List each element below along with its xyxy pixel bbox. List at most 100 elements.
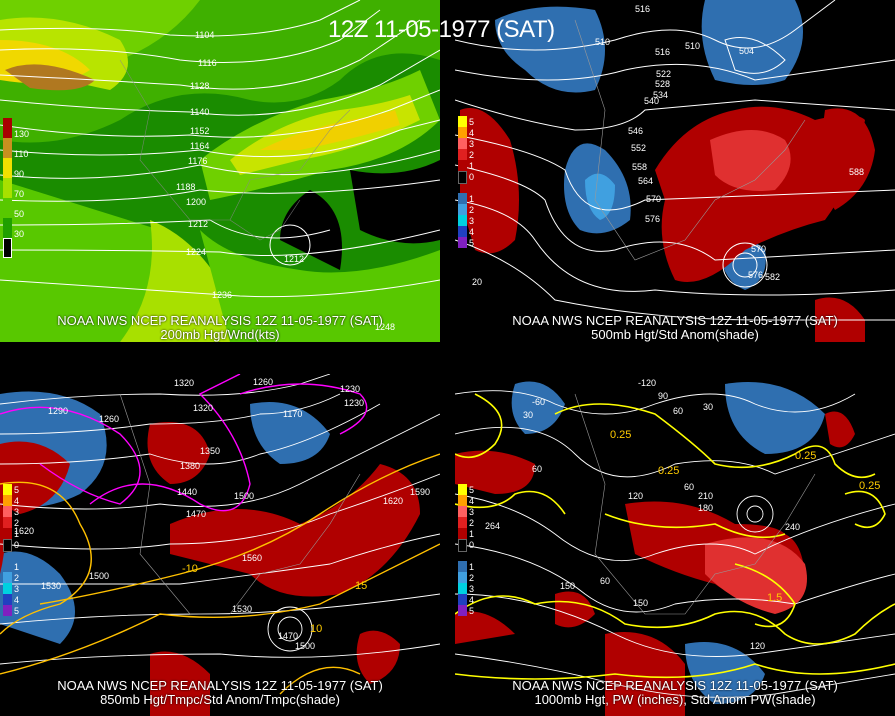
legend-tick: 5 [469, 485, 475, 495]
svg-text:240: 240 [785, 522, 800, 532]
svg-text:570: 570 [646, 194, 661, 204]
svg-text:1440: 1440 [177, 487, 197, 497]
svg-text:1590: 1590 [410, 487, 430, 497]
legend-tick: 2 [469, 518, 475, 528]
svg-text:516: 516 [655, 47, 670, 57]
svg-text:516: 516 [635, 4, 650, 14]
map-200mb: 1104 1116 1128 1140 1152 1164 1176 1188 … [0, 0, 440, 342]
legend-tick: 5 [14, 485, 20, 495]
svg-text:1224: 1224 [186, 247, 206, 257]
svg-text:510: 510 [685, 41, 700, 51]
svg-text:1260: 1260 [99, 414, 119, 424]
svg-text:1530: 1530 [41, 581, 61, 591]
caption-title: NOAA NWS NCEP REANALYSIS 12Z 11-05-1977 … [512, 313, 838, 328]
svg-text:1560: 1560 [242, 553, 262, 563]
svg-text:1230: 1230 [340, 384, 360, 394]
legend-tick: 110 [14, 149, 29, 159]
legend-tick: 130 [14, 129, 30, 139]
svg-text:1470: 1470 [278, 631, 298, 641]
legend-tick: 5 [469, 238, 475, 248]
legend-tick: 4 [469, 496, 475, 506]
svg-text:1380: 1380 [180, 461, 200, 471]
svg-text:60: 60 [532, 464, 542, 474]
svg-text:1620: 1620 [14, 526, 34, 536]
svg-text:1212: 1212 [284, 254, 304, 264]
svg-text:15: 15 [355, 580, 367, 592]
legend-tick: 4 [14, 496, 20, 506]
svg-text:534: 534 [653, 90, 668, 100]
caption-title: NOAA NWS NCEP REANALYSIS 12Z 11-05-1977 … [512, 678, 838, 693]
legend-tick: 0 [469, 540, 475, 550]
legend-tick: 2 [14, 518, 20, 528]
caption-subtitle: 850mb Hgt/Tmpc/Std Anom/Tmpc(shade) [100, 692, 340, 707]
svg-text:1.5: 1.5 [767, 592, 782, 604]
legend-tick: 2 [469, 205, 475, 215]
svg-text:60: 60 [673, 406, 683, 416]
legend-tick: 1 [469, 562, 475, 572]
svg-text:1236: 1236 [212, 290, 232, 300]
svg-text:1530: 1530 [232, 604, 252, 614]
svg-text:1230: 1230 [344, 398, 364, 408]
svg-text:120: 120 [750, 641, 765, 651]
svg-text:1200: 1200 [186, 197, 206, 207]
legend-tick: 2 [469, 150, 475, 160]
svg-text:150: 150 [633, 598, 648, 608]
svg-text:582: 582 [765, 272, 780, 282]
svg-text:30: 30 [703, 402, 713, 412]
svg-text:1470: 1470 [186, 509, 206, 519]
legend-tick: 50 [14, 209, 25, 219]
svg-text:150: 150 [560, 581, 575, 591]
svg-text:1116: 1116 [198, 58, 217, 68]
svg-text:0.25: 0.25 [859, 480, 880, 492]
svg-text:1320: 1320 [193, 403, 213, 413]
svg-text:1140: 1140 [190, 107, 209, 117]
legend-tick: 4 [469, 595, 475, 605]
svg-text:180: 180 [698, 503, 713, 513]
svg-text:1188: 1188 [176, 182, 195, 192]
legend-tick: 5 [469, 117, 475, 127]
legend-tick: 0 [469, 172, 475, 182]
legend-tick: 30 [14, 229, 25, 239]
legend-tick: 1 [14, 529, 20, 539]
legend-tick: 1 [14, 562, 20, 572]
svg-text:1500: 1500 [295, 641, 315, 651]
svg-text:528: 528 [655, 79, 670, 89]
legend-tick: 1 [469, 194, 475, 204]
legend-tick: 5 [14, 606, 20, 616]
legend-tick: 0 [14, 540, 20, 550]
svg-text:1248: 1248 [375, 322, 395, 332]
svg-text:1500: 1500 [234, 491, 254, 501]
caption-subtitle: 500mb Hgt/Std Anom(shade) [591, 327, 759, 342]
main-title: 12Z 11-05-1977 (SAT) [328, 16, 555, 43]
legend-tick: 3 [469, 139, 475, 149]
svg-text:504: 504 [739, 46, 754, 56]
svg-text:1164: 1164 [190, 141, 209, 151]
caption-title: NOAA NWS NCEP REANALYSIS 12Z 11-05-1977 … [57, 313, 383, 328]
svg-text:570: 570 [751, 244, 766, 254]
legend-tick: 3 [469, 507, 475, 517]
svg-text:588: 588 [849, 167, 864, 177]
svg-text:1170: 1170 [283, 409, 302, 419]
svg-text:1290: 1290 [48, 406, 68, 416]
svg-text:60: 60 [600, 576, 610, 586]
svg-text:-10: -10 [182, 563, 198, 575]
svg-text:576: 576 [748, 270, 763, 280]
panel-200mb: 1104 1116 1128 1140 1152 1164 1176 1188 … [0, 0, 440, 342]
svg-text:1152: 1152 [190, 126, 209, 136]
legend-tick: 4 [469, 128, 475, 138]
svg-text:120: 120 [628, 491, 643, 501]
map-500mb: 516 510 516 510 522 528 534 540 546 552 … [455, 0, 895, 342]
svg-text:510: 510 [595, 37, 610, 47]
svg-text:264: 264 [485, 521, 500, 531]
svg-text:0.25: 0.25 [610, 429, 631, 441]
svg-text:1620: 1620 [383, 496, 403, 506]
svg-text:90: 90 [658, 391, 668, 401]
svg-text:1176: 1176 [188, 156, 207, 166]
svg-text:0.25: 0.25 [658, 465, 679, 477]
svg-text:30: 30 [523, 410, 533, 420]
legend-tick: 3 [14, 507, 20, 517]
svg-text:1128: 1128 [190, 81, 209, 91]
legend-tick: 4 [14, 595, 20, 605]
svg-text:558: 558 [632, 162, 647, 172]
panel-500mb: 516 510 516 510 522 528 534 540 546 552 … [455, 0, 895, 342]
